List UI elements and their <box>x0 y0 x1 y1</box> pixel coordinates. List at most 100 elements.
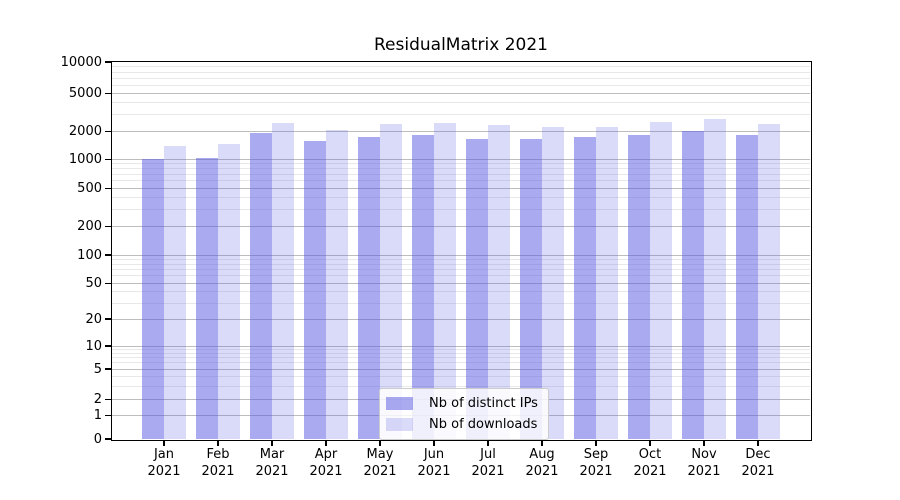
legend-item: Nb of distinct IPs <box>386 396 538 411</box>
x-axis-tick-label-line: 2021 <box>741 464 775 479</box>
x-axis-tick-label: Nov 2021 <box>674 446 734 480</box>
bar-nb-of-downloads <box>704 119 726 439</box>
gridline-minor <box>112 71 810 73</box>
x-axis-tick-label-line: May <box>366 447 394 462</box>
y-axis-tick-label: 5000 <box>68 85 102 101</box>
gridline-major <box>112 254 810 256</box>
y-axis-tick <box>105 131 111 133</box>
x-axis-tick-label-line: 2021 <box>309 464 343 479</box>
y-axis-tick-label: 0 <box>93 431 102 447</box>
x-axis-tick-label-line: 2021 <box>471 464 505 479</box>
bar-nb-of-distinct-ips <box>520 139 542 439</box>
x-axis-tick-label-line: Nov <box>691 447 717 462</box>
gridline-minor <box>112 102 810 104</box>
gridline-minor <box>112 66 810 68</box>
gridline-minor <box>112 362 810 364</box>
gridline-minor <box>112 348 810 350</box>
bar-nb-of-downloads <box>218 144 240 439</box>
y-axis-tick <box>105 414 111 417</box>
x-axis-tick-label: Jan 2021 <box>134 446 194 480</box>
y-axis-tick-label: 20 <box>85 311 102 327</box>
x-axis-tick-label-line: Mar <box>259 447 285 462</box>
x-axis-tick-label-line: Dec <box>745 447 771 462</box>
x-axis-tick <box>541 440 543 446</box>
x-axis-tick-label-line: Jun <box>423 447 445 462</box>
x-axis-tick <box>433 440 435 446</box>
legend-item-label: Nb of distinct IPs <box>429 396 538 411</box>
x-axis-tick-label: Apr 2021 <box>296 446 356 480</box>
x-axis-tick-label: Jul 2021 <box>458 446 518 480</box>
x-axis-tick-label: Sep 2021 <box>566 446 626 480</box>
gridline-minor <box>112 258 810 260</box>
bar-nb-of-downloads <box>488 125 510 439</box>
y-axis-tick-label: 2 <box>93 392 102 407</box>
x-axis-tick-label-line: Aug <box>529 447 555 462</box>
legend: Nb of distinct IPs Nb of downloads <box>379 388 549 440</box>
gridline-major <box>112 282 810 284</box>
gridline-minor <box>112 269 810 271</box>
bar-nb-of-distinct-ips <box>682 131 704 439</box>
y-axis-tick <box>105 438 111 440</box>
gridline-minor <box>112 275 810 277</box>
legend-item-label: Nb of downloads <box>429 417 538 432</box>
x-axis-tick-label-line: Sep <box>583 447 609 462</box>
bar-nb-of-distinct-ips <box>736 135 758 439</box>
gridline-minor <box>112 180 810 182</box>
bar-nb-of-downloads <box>596 126 618 439</box>
gridline-minor <box>112 375 810 377</box>
y-axis-tick <box>105 92 111 94</box>
bar-nb-of-distinct-ips <box>142 158 164 439</box>
gridline-minor <box>112 168 810 170</box>
gridline-minor <box>112 163 810 165</box>
x-axis-tick-label-line: 2021 <box>255 464 289 479</box>
x-axis-tick-label: Dec 2021 <box>728 446 788 480</box>
bar-nb-of-downloads <box>434 123 456 439</box>
x-axis-tick <box>703 440 705 446</box>
x-axis-tick <box>271 440 273 446</box>
gridline-minor <box>112 263 810 265</box>
x-axis-tick-label-line: 2021 <box>363 464 397 479</box>
bar-nb-of-downloads <box>650 122 672 439</box>
x-axis-tick <box>649 440 651 446</box>
gridline-minor <box>112 173 810 175</box>
x-axis-tick-label-line: 2021 <box>525 464 559 479</box>
y-axis-tick <box>105 187 111 189</box>
bar-nb-of-downloads <box>326 130 348 439</box>
x-axis-tick-label-line: 2021 <box>687 464 721 479</box>
x-axis-tick-label: Feb 2021 <box>188 446 248 480</box>
gridline-major <box>112 158 810 160</box>
x-axis-tick <box>595 440 597 446</box>
chart-title: ResidualMatrix 2021 <box>374 35 548 55</box>
x-axis-tick-label: May 2021 <box>350 446 410 480</box>
bar-nb-of-distinct-ips <box>250 133 272 439</box>
bar-nb-of-distinct-ips <box>196 158 218 439</box>
plot-area <box>112 62 810 439</box>
y-axis-tick-label: 10 <box>85 338 102 354</box>
gridline-minor <box>112 302 810 304</box>
bar-nb-of-distinct-ips <box>304 140 326 439</box>
y-axis-tick-label: 2000 <box>68 124 102 140</box>
y-axis-tick-label: 5 <box>93 361 102 377</box>
x-axis-tick-label: Jun 2021 <box>404 446 464 480</box>
x-axis-tick-label-line: Feb <box>206 447 230 462</box>
gridline-minor <box>112 197 810 199</box>
bar-nb-of-downloads <box>758 123 780 439</box>
y-axis-tick-label: 50 <box>85 275 102 291</box>
x-axis-tick-label-line: Oct <box>638 447 662 462</box>
y-axis-tick <box>105 368 111 370</box>
x-axis-tick-label: Aug 2021 <box>512 446 572 480</box>
y-axis-tick <box>105 61 111 63</box>
gridline-major <box>112 131 810 133</box>
y-axis-tick <box>105 158 111 160</box>
x-axis-tick-label-line: Jul <box>480 447 496 462</box>
y-axis-tick <box>105 345 111 347</box>
bar-nb-of-downloads <box>272 122 294 439</box>
gridline-major <box>112 318 810 320</box>
x-axis-tick-label-line: Jan <box>153 447 175 462</box>
y-axis-tick-label: 1 <box>93 408 102 423</box>
gridline-major <box>112 345 810 347</box>
gridline-major <box>112 368 810 370</box>
y-axis-tick-label: 200 <box>77 219 102 235</box>
x-axis-tick <box>487 440 489 446</box>
